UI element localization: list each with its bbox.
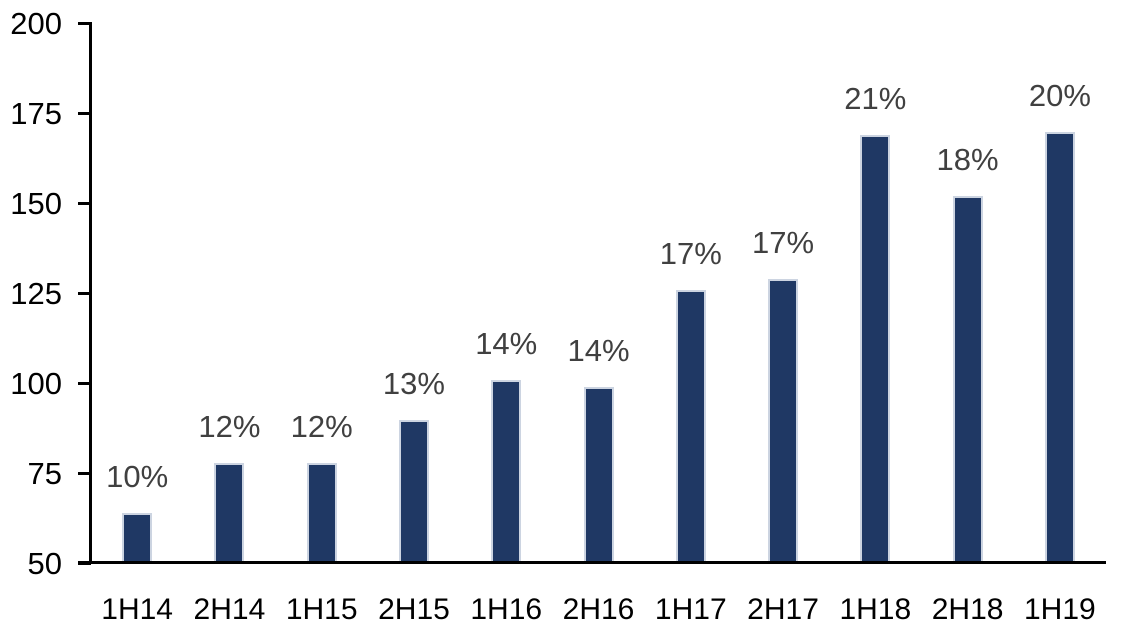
bar-data-label: 20% [1028, 77, 1091, 113]
y-tick-label: 75 [27, 456, 62, 491]
y-axis-line [89, 22, 92, 564]
x-tick-label-2h14: 2H14 [193, 593, 266, 626]
y-tick-mark [78, 202, 91, 205]
bar-data-label: 13% [382, 365, 445, 401]
bar-1h14 [122, 513, 153, 564]
x-tick-label-2h15: 2H15 [378, 593, 450, 626]
y-tick-mark [78, 382, 91, 385]
bar-data-label: 17% [659, 235, 722, 271]
x-tick-label-2h18: 2H18 [931, 593, 1004, 626]
bar-data-label: 17% [752, 225, 815, 261]
bar-2h15 [398, 419, 429, 564]
x-axis-line [78, 561, 1106, 564]
bar-1h16 [491, 379, 522, 564]
bar-2h17 [768, 279, 799, 564]
bar-1h19 [1044, 131, 1075, 564]
bar-2h18 [952, 196, 983, 564]
y-tick-mark [78, 112, 91, 115]
bar-data-label: 12% [198, 408, 261, 444]
bar-data-label: 21% [844, 81, 907, 117]
x-tick-label-2h16: 2H16 [562, 593, 635, 626]
bar-data-label: 12% [290, 408, 353, 444]
bar-data-label: 14% [475, 325, 538, 361]
y-tick-label: 175 [10, 96, 62, 131]
y-tick-label: 200 [10, 6, 62, 41]
bar-2h14 [214, 462, 245, 564]
x-tick-label-1h17: 1H17 [654, 593, 727, 626]
y-tick-label: 50 [27, 546, 62, 581]
bar-1h18 [860, 135, 891, 564]
y-tick-label: 150 [10, 186, 62, 221]
x-tick-label-1h16: 1H16 [470, 593, 543, 626]
bar-1h17 [675, 289, 706, 564]
bar-1h15 [306, 462, 337, 564]
bar-data-label: 14% [567, 333, 630, 369]
y-tick-mark [78, 472, 91, 475]
bar-2h16 [583, 387, 614, 564]
x-tick-label-1h19: 1H19 [1024, 593, 1096, 626]
y-tick-label: 100 [10, 366, 62, 401]
bar-data-label: 10% [106, 459, 169, 495]
x-tick-label-1h14: 1H14 [101, 593, 173, 626]
bar-data-label: 18% [936, 142, 999, 178]
y-tick-mark [78, 292, 91, 295]
y-tick-mark [78, 22, 91, 25]
x-tick-label-2h17: 2H17 [747, 593, 819, 626]
x-tick-label-1h15: 1H15 [285, 593, 358, 626]
x-tick-label-1h18: 1H18 [839, 593, 912, 626]
y-tick-label: 125 [10, 276, 62, 311]
